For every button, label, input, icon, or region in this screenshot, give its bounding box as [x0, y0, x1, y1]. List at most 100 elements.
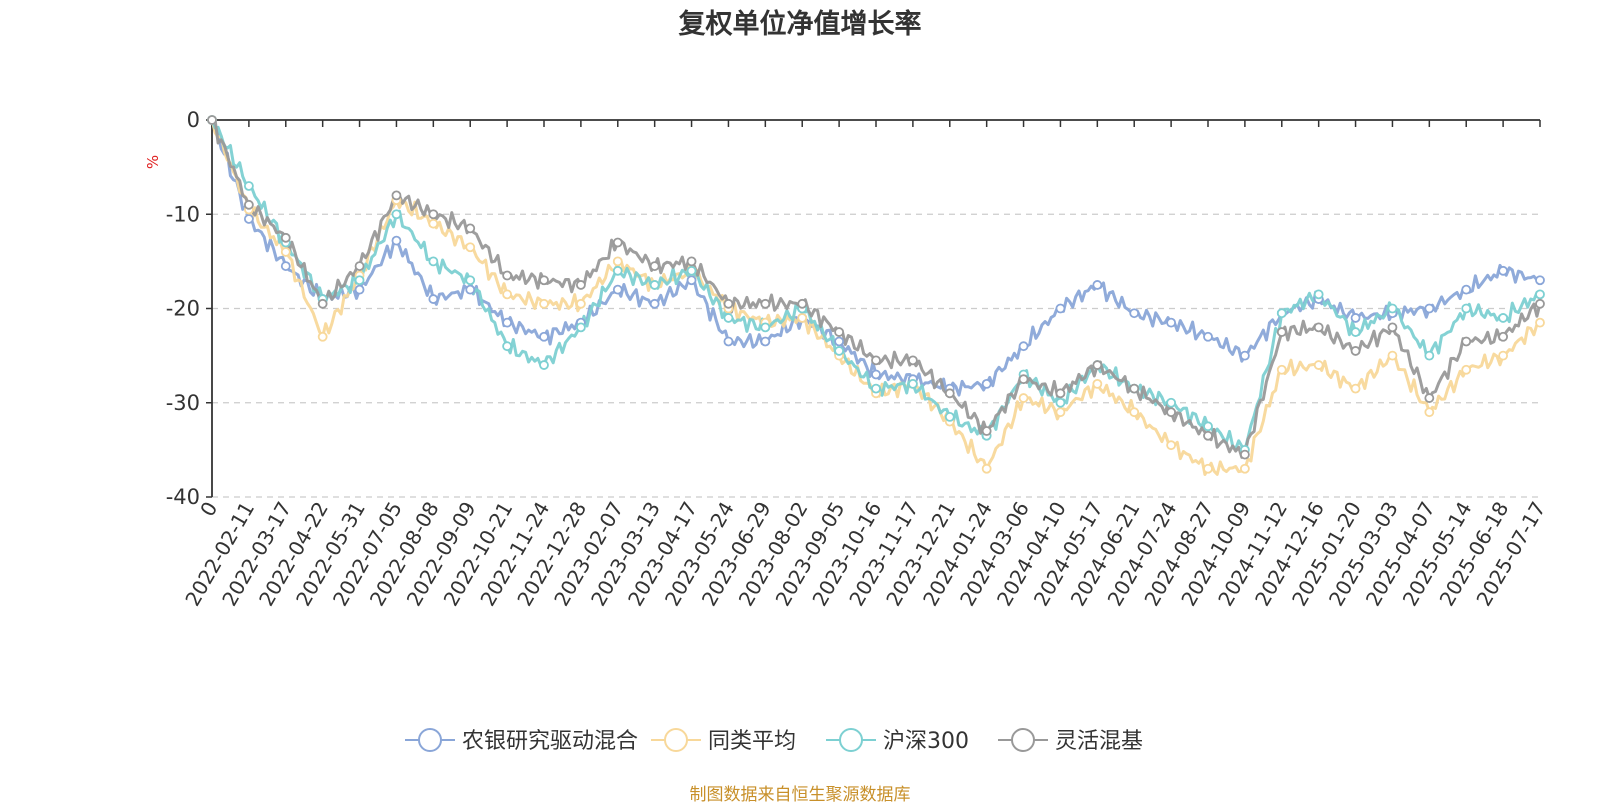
data-point: [1203, 463, 1213, 474]
data-point: [1055, 397, 1066, 408]
data-point: [1166, 397, 1177, 408]
data-point: [243, 199, 254, 210]
data-point: [428, 209, 439, 220]
legend-label: 灵活混基: [1055, 729, 1143, 754]
x-tick-label: 0: [195, 498, 222, 521]
data-point: [1535, 317, 1545, 328]
legend-marker: [839, 728, 863, 752]
data-point: [207, 115, 217, 125]
data-point: [1203, 430, 1213, 441]
data-point: [1018, 341, 1029, 352]
data-point: [1239, 463, 1250, 474]
data-point: [1424, 407, 1435, 418]
data-point: [1129, 383, 1140, 394]
data-point: [1166, 407, 1177, 418]
data-point: [686, 256, 697, 267]
data-point: [1350, 346, 1361, 356]
y-tick-label: -10: [166, 202, 200, 226]
data-point: [243, 214, 254, 224]
data-point: [280, 247, 291, 257]
data-point: [428, 256, 439, 267]
data-point: [723, 336, 734, 347]
data-point: [465, 275, 476, 286]
data-point: [575, 280, 586, 290]
data-point: [575, 298, 586, 309]
data-point: [1461, 303, 1472, 314]
data-point: [1350, 383, 1361, 394]
data-point: [1461, 284, 1472, 295]
data-point: [1350, 313, 1361, 323]
data-point: [1313, 322, 1324, 333]
data-point: [834, 327, 845, 337]
data-point: [723, 298, 734, 309]
data-point: [944, 388, 955, 399]
data-point: [1276, 308, 1287, 319]
legend-label: 同类平均: [708, 729, 796, 754]
data-point: [502, 317, 513, 328]
data-point: [539, 331, 549, 342]
data-point: [1166, 317, 1177, 328]
data-point: [391, 190, 402, 201]
data-point: [1203, 331, 1213, 342]
data-point: [1129, 308, 1140, 319]
data-point: [871, 369, 881, 380]
data-point: [686, 275, 697, 286]
data-point: [981, 463, 992, 474]
data-point: [723, 313, 734, 323]
line-chart: 复权单位净值增长率%0-10-20-30-4002022-02-112022-0…: [144, 8, 1550, 754]
chart-title: 复权单位净值增长率: [679, 8, 922, 40]
data-point: [1276, 364, 1287, 375]
data-point: [502, 289, 513, 300]
data-point: [871, 355, 881, 366]
data-source-note: 制图数据来自恒生聚源数据库: [689, 785, 911, 805]
data-point: [834, 336, 845, 347]
data-point: [907, 355, 918, 366]
data-point: [649, 280, 660, 290]
data-point: [1498, 313, 1509, 323]
data-point: [1535, 289, 1545, 300]
data-point: [1055, 303, 1066, 314]
data-point: [465, 284, 476, 295]
data-point: [391, 235, 402, 246]
data-point: [1313, 360, 1324, 370]
y-tick-label: -20: [166, 297, 200, 321]
series-line-4: [212, 118, 1542, 459]
data-point: [760, 336, 771, 347]
data-point: [1535, 275, 1545, 286]
legend-label: 沪深300: [883, 729, 969, 754]
data-point: [649, 298, 660, 309]
series-line-3: [210, 119, 1541, 452]
data-point: [539, 298, 549, 309]
legend-marker: [664, 728, 688, 752]
data-point: [1018, 393, 1029, 403]
data-point: [797, 313, 808, 323]
data-point: [354, 275, 365, 286]
y-tick-label: -40: [166, 485, 200, 509]
data-point: [760, 322, 771, 333]
data-point: [612, 256, 623, 267]
data-point: [1535, 298, 1545, 309]
data-point: [1092, 280, 1103, 290]
data-point: [280, 232, 291, 243]
data-point: [465, 242, 476, 253]
data-point: [907, 378, 918, 389]
data-point: [539, 360, 549, 370]
data-point: [760, 298, 771, 309]
data-point: [1498, 331, 1509, 342]
series-line-1: [210, 119, 1541, 397]
data-point: [502, 341, 513, 352]
data-point: [1498, 350, 1509, 361]
data-point: [1055, 407, 1066, 418]
data-point: [539, 275, 549, 286]
data-point: [1203, 421, 1213, 432]
data-point: [649, 261, 660, 271]
legend-marker: [1011, 728, 1035, 752]
data-point: [243, 181, 254, 191]
data-point: [465, 223, 476, 234]
data-point: [317, 331, 328, 342]
data-point: [1350, 327, 1361, 337]
data-point: [981, 378, 992, 389]
data-point: [280, 261, 291, 271]
data-point: [871, 383, 881, 394]
